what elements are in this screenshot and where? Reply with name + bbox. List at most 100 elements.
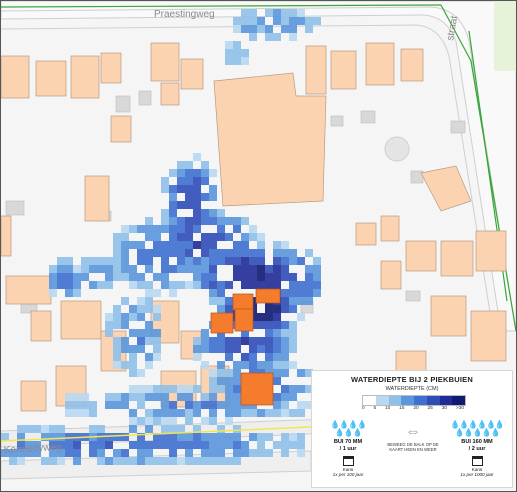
water-cell	[233, 273, 241, 281]
water-cell	[129, 265, 137, 273]
water-cell	[57, 265, 65, 273]
water-cell	[185, 225, 193, 233]
water-cell	[201, 433, 209, 441]
water-cell	[265, 433, 273, 441]
slider-control[interactable]: ⇔ BEWEEG DE BALK OP DE KAART HEEN EN WEE…	[385, 424, 441, 453]
water-cell	[97, 265, 105, 273]
water-cell	[153, 409, 161, 417]
water-cell	[273, 409, 281, 417]
water-cell	[209, 241, 217, 249]
water-cell	[177, 257, 185, 265]
water-cell	[121, 337, 129, 345]
water-cell	[297, 433, 305, 441]
water-cell	[185, 441, 193, 449]
raindrop-icon: 💧💧💧	[334, 428, 363, 437]
water-cell	[273, 273, 281, 281]
water-cell	[281, 329, 289, 337]
water-cell	[233, 217, 241, 225]
water-cell	[153, 433, 161, 441]
water-cell	[145, 337, 153, 345]
water-cell	[193, 457, 201, 465]
water-cell	[257, 449, 265, 457]
water-cell	[105, 313, 113, 321]
water-cell	[233, 49, 241, 57]
water-cell	[249, 449, 257, 457]
water-cell	[129, 281, 137, 289]
water-cell	[145, 217, 153, 225]
water-cell	[265, 265, 273, 273]
water-cell	[281, 249, 289, 257]
water-cell	[209, 401, 217, 409]
water-cell	[313, 17, 321, 25]
water-cell	[249, 353, 257, 361]
water-cell	[273, 345, 281, 353]
rain-label-right-2: / 2 uur	[468, 446, 486, 452]
water-cell	[273, 329, 281, 337]
water-cell	[217, 457, 225, 465]
water-cell	[273, 257, 281, 265]
water-cell	[233, 57, 241, 65]
water-cell	[273, 353, 281, 361]
water-cell	[265, 409, 273, 417]
water-cell	[257, 433, 265, 441]
water-cell	[145, 441, 153, 449]
water-cell	[169, 401, 177, 409]
water-cell	[273, 313, 281, 321]
water-cell	[209, 393, 217, 401]
water-cell	[217, 297, 225, 305]
water-cell	[217, 377, 225, 385]
water-cell	[289, 441, 297, 449]
water-cell	[169, 289, 177, 297]
water-cell	[177, 457, 185, 465]
water-cell	[241, 265, 249, 273]
water-cell	[209, 345, 217, 353]
water-cell	[137, 273, 145, 281]
water-cell	[233, 433, 241, 441]
water-cell	[249, 281, 257, 289]
rain-option-right[interactable]: 💧💧💧💧💧💧 💧💧💧💧💧 BUI 160 MM / 2 uur Kans 1x …	[444, 421, 510, 478]
water-cell	[209, 449, 217, 457]
rain-label-left-2: / 1 uur	[339, 446, 357, 452]
freq-right-1: Kans	[471, 467, 483, 472]
water-cell	[137, 457, 145, 465]
water-cell	[241, 57, 249, 65]
rain-option-left[interactable]: 💧💧💧💧 💧💧💧 BUI 70 MM / 1 uur Kans 1x per 1…	[318, 420, 378, 478]
water-cell	[185, 201, 193, 209]
water-cell	[185, 417, 193, 425]
water-cell	[209, 257, 217, 265]
water-cell	[201, 361, 209, 369]
water-cell	[289, 385, 297, 393]
water-cell	[65, 281, 73, 289]
water-cell	[273, 369, 281, 377]
water-cell	[305, 369, 313, 377]
water-cell	[121, 313, 129, 321]
water-cell	[305, 281, 313, 289]
water-cell	[49, 273, 57, 281]
water-cell	[33, 441, 41, 449]
water-cell	[241, 217, 249, 225]
water-cell	[217, 369, 225, 377]
scale-tick-5: 25	[427, 406, 433, 411]
water-cell	[233, 345, 241, 353]
water-cell	[129, 313, 137, 321]
raindrop-icon: 💧💧💧💧	[330, 420, 367, 429]
water-cell	[289, 9, 297, 17]
water-cell	[17, 441, 25, 449]
water-cell	[201, 449, 209, 457]
water-cell	[265, 305, 273, 313]
water-cell	[161, 185, 169, 193]
water-cell	[273, 9, 281, 17]
water-cell	[209, 273, 217, 281]
water-cell	[209, 193, 217, 201]
water-cell	[225, 249, 233, 257]
water-cell	[265, 313, 273, 321]
slider-note: BEWEEG DE BALK OP DE KAART HEEN EN WEER	[387, 442, 439, 452]
water-cell	[129, 345, 137, 353]
water-cell	[153, 289, 161, 297]
water-cell	[177, 265, 185, 273]
water-cell	[153, 329, 161, 337]
water-cell	[161, 409, 169, 417]
water-cell	[233, 401, 241, 409]
water-cell	[97, 457, 105, 465]
